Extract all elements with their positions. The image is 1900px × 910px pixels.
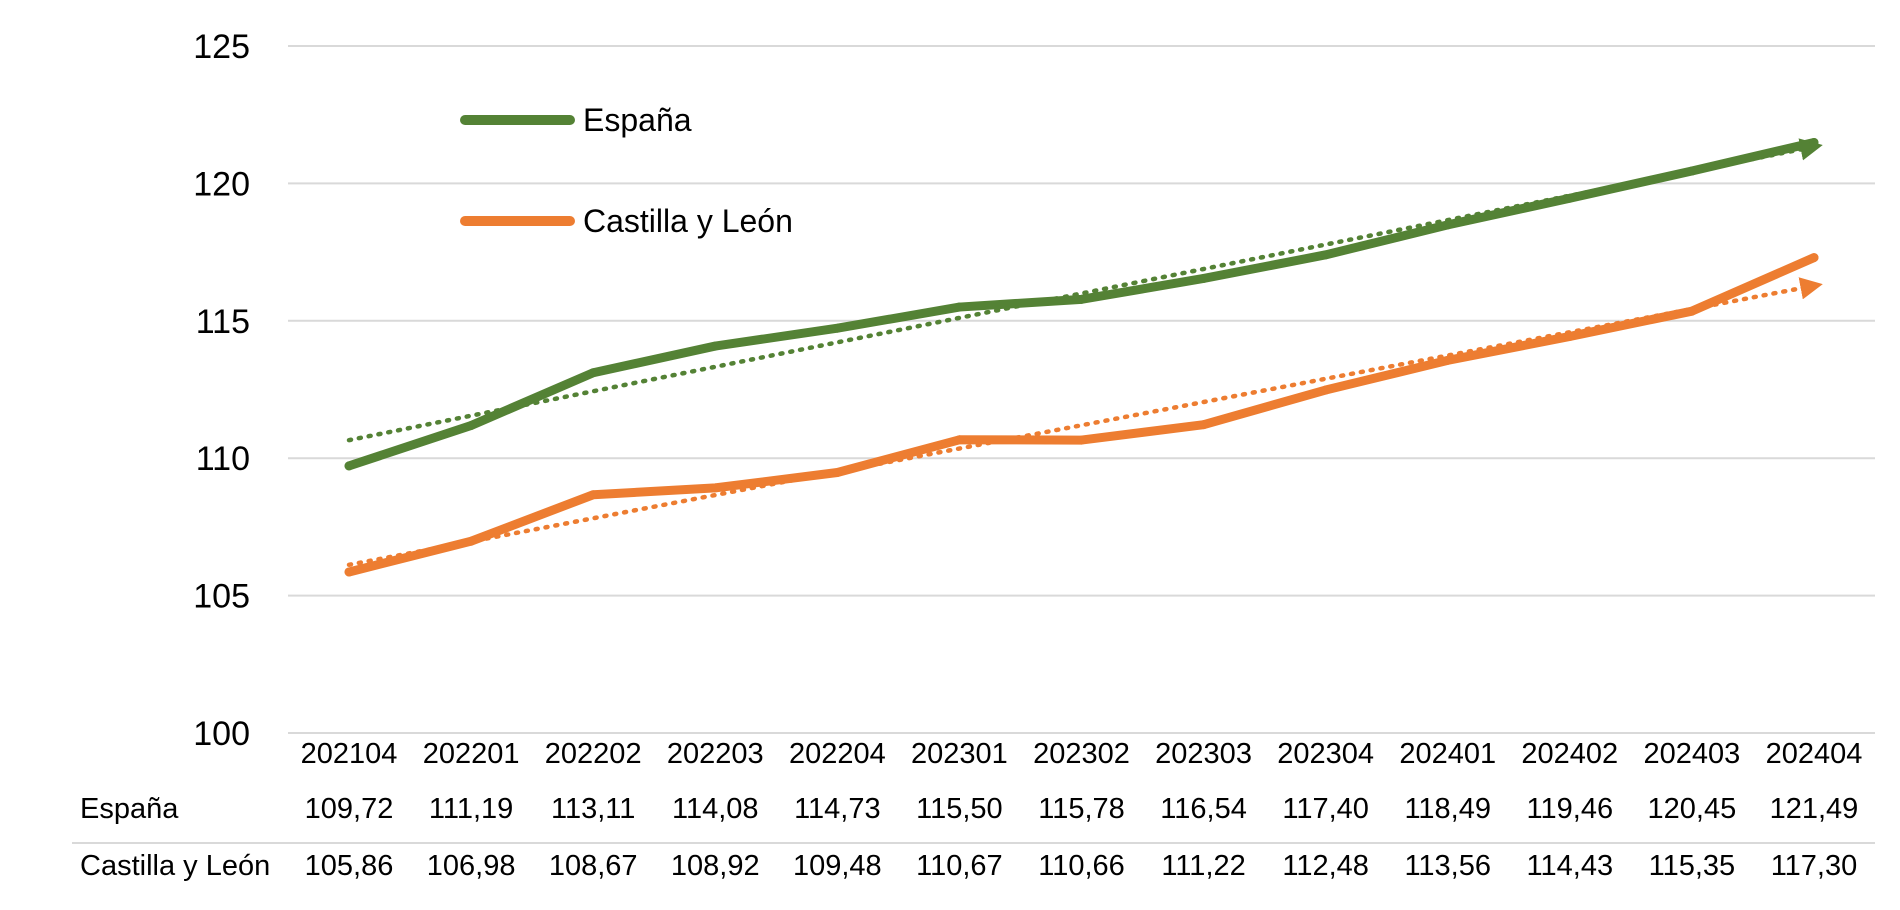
table-value-castilla-y-leon-202304: 112,48	[1282, 850, 1369, 882]
x-category-label-202303: 202303	[1155, 738, 1252, 770]
data-point-espana-202401	[1443, 220, 1453, 230]
table-value-espana-202304: 117,40	[1282, 793, 1369, 825]
x-category-label-202304: 202304	[1277, 738, 1374, 770]
data-point-espana-202201	[466, 420, 476, 430]
data-point-castilla-y-leon-202202	[588, 490, 598, 500]
data-point-espana-202404	[1809, 137, 1819, 147]
table-value-espana-202302: 115,78	[1038, 793, 1125, 825]
table-value-espana-202404: 121,49	[1770, 793, 1859, 825]
table-value-castilla-y-leon-202401: 113,56	[1404, 850, 1491, 882]
table-value-espana-202204: 114,73	[794, 793, 881, 825]
data-point-espana-202204	[832, 323, 842, 333]
data-point-espana-202303	[1199, 273, 1209, 283]
table-value-castilla-y-leon-202403: 115,35	[1649, 850, 1736, 882]
table-value-espana-202201: 111,19	[429, 793, 513, 825]
data-point-espana-202402	[1565, 193, 1575, 203]
data-point-espana-202104	[344, 461, 354, 471]
table-value-espana-202203: 114,08	[672, 793, 759, 825]
data-point-castilla-y-leon-202401	[1443, 355, 1453, 365]
y-tick-label-115: 115	[196, 303, 250, 341]
x-category-label-202203: 202203	[667, 738, 764, 770]
table-value-castilla-y-leon-202202: 108,67	[549, 850, 638, 882]
data-point-espana-202302	[1077, 294, 1086, 304]
data-point-castilla-y-leon-202302	[1077, 435, 1086, 445]
y-tick-label-125: 125	[193, 28, 250, 66]
table-value-castilla-y-leon-202402: 114,43	[1527, 850, 1614, 882]
data-point-castilla-y-leon-202204	[832, 467, 842, 477]
table-value-espana-202403: 120,45	[1648, 793, 1737, 825]
trendline-espana	[346, 138, 1823, 443]
table-row-label-espana: España	[80, 793, 179, 825]
x-category-label-202201: 202201	[423, 738, 520, 770]
data-point-castilla-y-leon-202201	[466, 536, 476, 546]
data-point-castilla-y-leon-202104	[344, 567, 354, 577]
table-value-espana-202104: 109,72	[305, 793, 394, 825]
y-tick-label-100: 100	[193, 715, 250, 753]
x-category-label-202302: 202302	[1033, 738, 1130, 770]
data-point-castilla-y-leon-202403	[1687, 306, 1697, 316]
x-category-label-202402: 202402	[1521, 738, 1618, 770]
legend: España Castilla y León	[460, 102, 793, 239]
data-point-castilla-y-leon-202203	[710, 483, 720, 493]
series-line-castilla-y-leon	[344, 253, 1819, 577]
x-category-label-202401: 202401	[1399, 738, 1496, 770]
data-point-castilla-y-leon-202402	[1565, 331, 1575, 341]
table-value-espana-202402: 119,46	[1527, 793, 1614, 825]
data-point-espana-202304	[1321, 250, 1331, 260]
data-point-castilla-y-leon-202304	[1321, 385, 1331, 395]
data-point-espana-202301	[954, 302, 964, 312]
gridlines	[288, 45, 1875, 734]
data-point-castilla-y-leon-202404	[1809, 253, 1819, 263]
data-table: 202104 202201 202202 202203 202204 202301 2023…	[72, 738, 1875, 882]
table-value-espana-202202: 113,11	[551, 793, 635, 825]
table-value-castilla-y-leon-202204: 109,48	[793, 850, 882, 882]
table-value-castilla-y-leon-202301: 110,67	[916, 850, 1003, 882]
table-value-castilla-y-leon-202203: 108,92	[671, 850, 760, 882]
x-category-label-202301: 202301	[911, 738, 1008, 770]
series-line-espana	[344, 137, 1819, 471]
table-value-castilla-y-leon-202201: 106,98	[427, 850, 516, 882]
x-category-label-202204: 202204	[789, 738, 886, 770]
x-category-label-202403: 202403	[1643, 738, 1740, 770]
table-value-espana-202301: 115,50	[916, 793, 1003, 825]
table-row-label-castilla-y-leon: Castilla y León	[80, 850, 270, 882]
table-value-castilla-y-leon-202404: 117,30	[1771, 850, 1858, 882]
x-category-label-202104: 202104	[301, 738, 398, 770]
y-tick-label-105: 105	[193, 578, 250, 616]
y-tick-label-120: 120	[193, 165, 250, 203]
legend-label-castilla-y-leon: Castilla y León	[583, 203, 793, 239]
data-point-castilla-y-leon-202303	[1199, 420, 1209, 430]
data-point-espana-202403	[1687, 166, 1697, 176]
series-lines	[344, 137, 1819, 577]
table-value-castilla-y-leon-202303: 111,22	[1161, 850, 1245, 882]
x-category-label-202404: 202404	[1766, 738, 1863, 770]
table-value-espana-202401: 118,49	[1404, 793, 1491, 825]
table-value-castilla-y-leon-202302: 110,66	[1038, 850, 1125, 882]
x-category-label-202202: 202202	[545, 738, 642, 770]
y-axis-tick-labels: 100 105 110 115 120 125	[193, 28, 250, 753]
y-tick-label-110: 110	[196, 440, 250, 478]
legend-label-espana: España	[583, 102, 692, 138]
data-point-espana-202202	[588, 368, 598, 378]
data-point-espana-202203	[710, 341, 720, 351]
table-value-castilla-y-leon-202104: 105,86	[305, 850, 394, 882]
data-point-castilla-y-leon-202301	[954, 435, 964, 445]
table-value-espana-202303: 116,54	[1160, 793, 1247, 825]
